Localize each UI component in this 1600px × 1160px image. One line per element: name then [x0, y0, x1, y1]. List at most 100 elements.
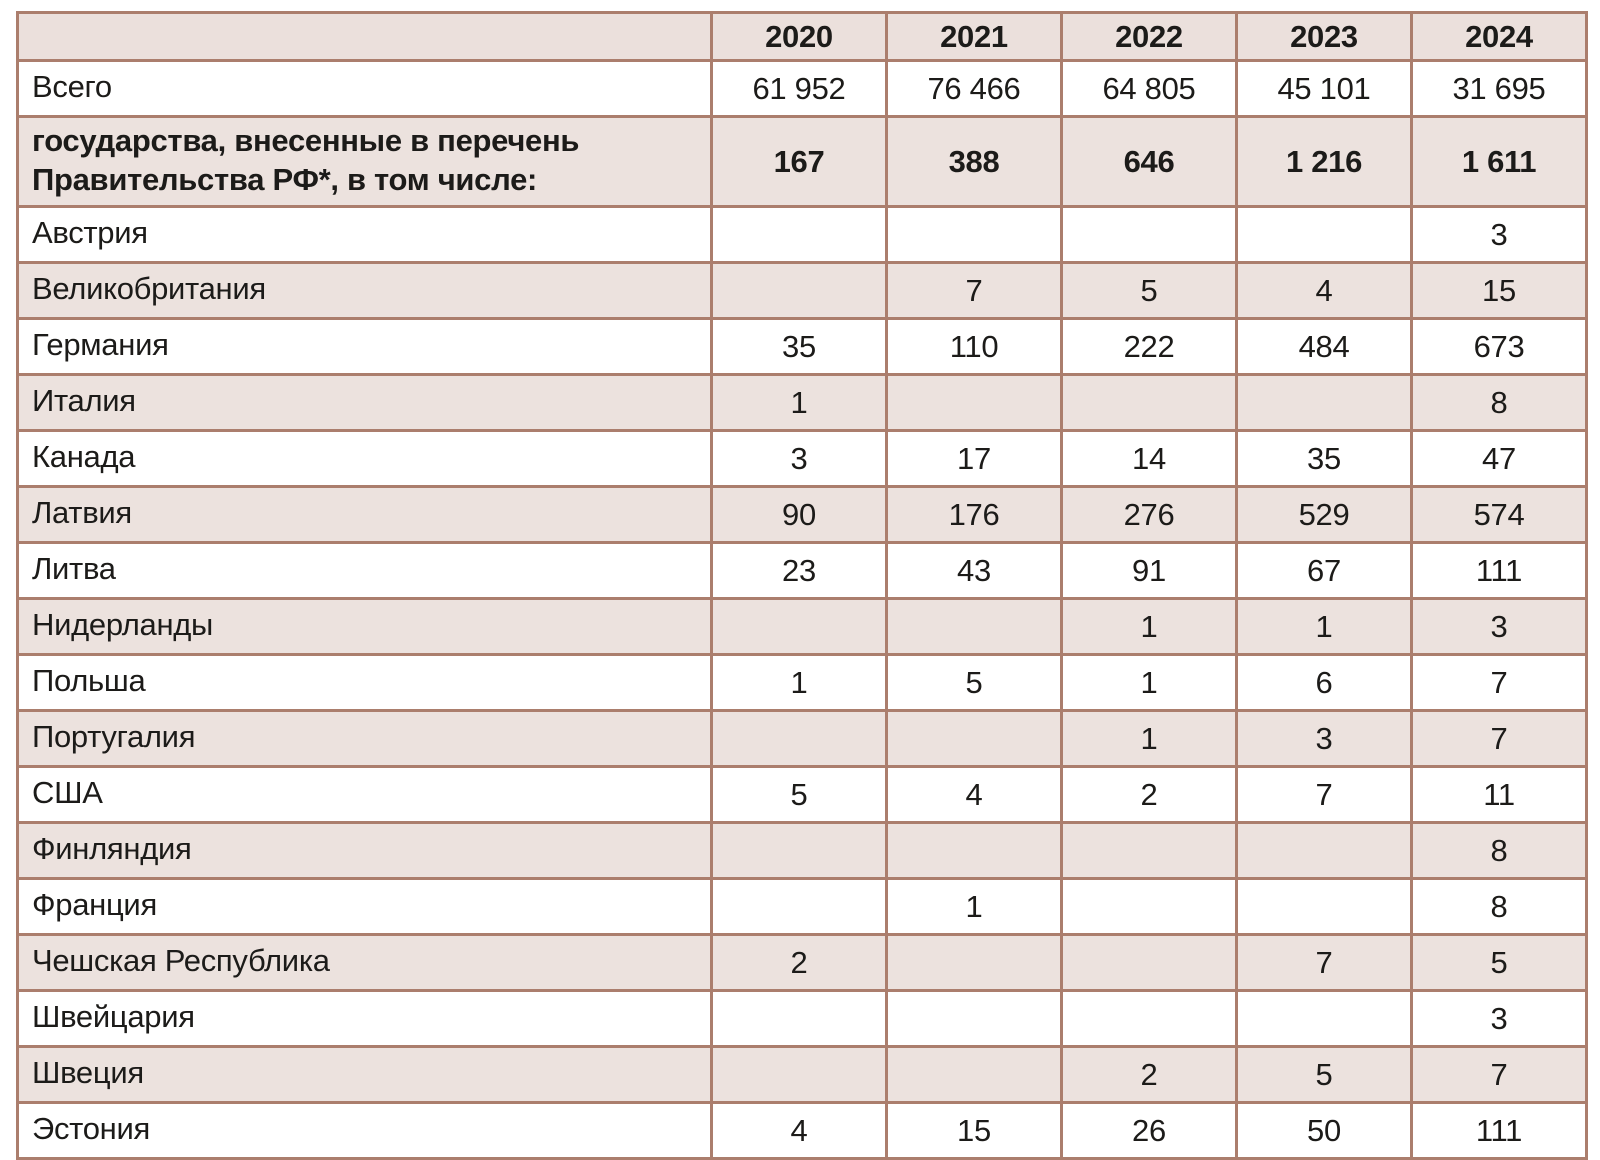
value-cell: 5	[710, 765, 888, 824]
year-header-2022: 2022	[1060, 11, 1238, 62]
value-cell: 111	[1410, 541, 1588, 600]
value-cell	[885, 1045, 1063, 1104]
value-cell: 61 952	[710, 59, 888, 118]
value-cell: 1 216	[1235, 115, 1413, 208]
value-cell: 15	[885, 1101, 1063, 1160]
value-cell	[885, 709, 1063, 768]
table-row: Италия 1 8	[16, 373, 1588, 432]
statistics-table-container: 2020 2021 2022 2023 2024 Всего 61 952 76…	[16, 11, 1588, 1160]
value-cell: 6	[1235, 653, 1413, 712]
value-cell: 4	[885, 765, 1063, 824]
value-cell: 7	[1235, 765, 1413, 824]
value-cell	[710, 205, 888, 264]
table-row: Польша 1 5 1 6 7	[16, 653, 1588, 712]
value-cell: 222	[1060, 317, 1238, 376]
value-cell: 17	[885, 429, 1063, 488]
value-cell	[885, 373, 1063, 432]
table-row: Всего 61 952 76 466 64 805 45 101 31 695	[16, 59, 1588, 118]
table-row: Португалия 1 3 7	[16, 709, 1588, 768]
value-cell: 5	[1410, 933, 1588, 992]
row-label: Польша	[16, 653, 713, 712]
table-row: Канада 3 17 14 35 47	[16, 429, 1588, 488]
value-cell: 5	[1060, 261, 1238, 320]
value-cell: 388	[885, 115, 1063, 208]
value-cell	[710, 877, 888, 936]
year-header-2023: 2023	[1235, 11, 1413, 62]
value-cell: 3	[1235, 709, 1413, 768]
value-cell: 3	[1410, 205, 1588, 264]
value-cell: 23	[710, 541, 888, 600]
value-cell: 1	[710, 653, 888, 712]
value-cell	[710, 989, 888, 1048]
statistics-table: 2020 2021 2022 2023 2024 Всего 61 952 76…	[16, 11, 1588, 1160]
value-cell: 26	[1060, 1101, 1238, 1160]
value-cell: 1	[1235, 597, 1413, 656]
value-cell: 47	[1410, 429, 1588, 488]
value-cell: 7	[1410, 653, 1588, 712]
value-cell: 1	[710, 373, 888, 432]
value-cell	[1235, 989, 1413, 1048]
value-cell: 2	[710, 933, 888, 992]
row-label: США	[16, 765, 713, 824]
table-row: Чешская Республика 2 7 5	[16, 933, 1588, 992]
value-cell: 7	[885, 261, 1063, 320]
table-row: Германия 35 110 222 484 673	[16, 317, 1588, 376]
value-cell: 91	[1060, 541, 1238, 600]
table-row: Швейцария 3	[16, 989, 1588, 1048]
value-cell	[885, 821, 1063, 880]
value-cell	[1235, 373, 1413, 432]
value-cell: 11	[1410, 765, 1588, 824]
value-cell: 3	[710, 429, 888, 488]
corner-cell	[16, 11, 713, 62]
row-label: Германия	[16, 317, 713, 376]
value-cell: 529	[1235, 485, 1413, 544]
value-cell: 167	[710, 115, 888, 208]
row-label: Эстония	[16, 1101, 713, 1160]
value-cell: 4	[710, 1101, 888, 1160]
row-label: Финляндия	[16, 821, 713, 880]
value-cell: 3	[1410, 597, 1588, 656]
value-cell	[885, 989, 1063, 1048]
row-label: Канада	[16, 429, 713, 488]
value-cell: 76 466	[885, 59, 1063, 118]
value-cell: 5	[885, 653, 1063, 712]
value-cell: 2	[1060, 1045, 1238, 1104]
value-cell: 43	[885, 541, 1063, 600]
value-cell: 7	[1410, 1045, 1588, 1104]
value-cell	[710, 261, 888, 320]
value-cell	[1060, 989, 1238, 1048]
value-cell: 67	[1235, 541, 1413, 600]
value-cell	[1060, 933, 1238, 992]
value-cell	[1060, 205, 1238, 264]
row-label: Великобритания	[16, 261, 713, 320]
value-cell: 1	[1060, 653, 1238, 712]
table-body: Всего 61 952 76 466 64 805 45 101 31 695…	[16, 59, 1588, 1160]
value-cell: 64 805	[1060, 59, 1238, 118]
table-row: Франция 1 8	[16, 877, 1588, 936]
row-label: Нидерланды	[16, 597, 713, 656]
value-cell	[710, 709, 888, 768]
table-row: Швеция 2 5 7	[16, 1045, 1588, 1104]
value-cell: 31 695	[1410, 59, 1588, 118]
value-cell: 7	[1410, 709, 1588, 768]
value-cell: 8	[1410, 821, 1588, 880]
value-cell: 1	[1060, 709, 1238, 768]
value-cell	[1060, 821, 1238, 880]
value-cell: 276	[1060, 485, 1238, 544]
value-cell: 673	[1410, 317, 1588, 376]
value-cell	[1235, 877, 1413, 936]
year-header-2024: 2024	[1410, 11, 1588, 62]
value-cell: 110	[885, 317, 1063, 376]
table-row: США 5 4 2 7 11	[16, 765, 1588, 824]
row-label: Франция	[16, 877, 713, 936]
table-row: Великобритания 7 5 4 15	[16, 261, 1588, 320]
value-cell: 5	[1235, 1045, 1413, 1104]
value-cell	[885, 597, 1063, 656]
value-cell: 2	[1060, 765, 1238, 824]
row-label: Литва	[16, 541, 713, 600]
value-cell	[1060, 373, 1238, 432]
value-cell	[1235, 205, 1413, 264]
row-label: Австрия	[16, 205, 713, 264]
row-label: Латвия	[16, 485, 713, 544]
row-label: Швейцария	[16, 989, 713, 1048]
